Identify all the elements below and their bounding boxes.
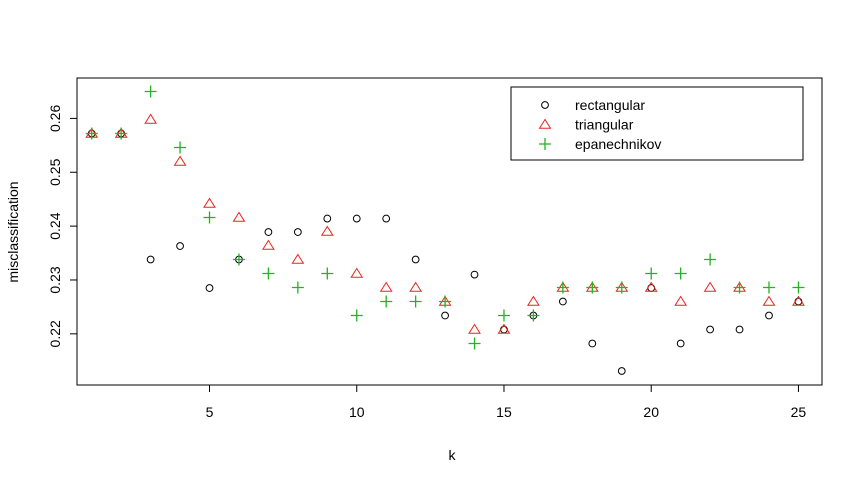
epanechnikov-point	[527, 309, 540, 322]
epanechnikov-point	[115, 127, 128, 140]
rectangular-point	[382, 214, 391, 223]
rectangular-point	[323, 214, 332, 223]
epanechnikov-point	[85, 127, 98, 140]
rectangular-point	[146, 255, 155, 264]
triangular-point	[379, 281, 393, 292]
rectangular-point	[794, 297, 803, 306]
x-axis-title: k	[449, 447, 457, 463]
triangular-point	[703, 281, 717, 292]
epanechnikov-point	[674, 267, 687, 280]
triangular-point	[350, 267, 364, 278]
epanechnikov-point	[350, 309, 363, 322]
triangular-point	[527, 295, 540, 306]
legend-label: rectangular	[575, 97, 645, 113]
x-axis: 5 10 15 20 25	[206, 384, 807, 420]
y-axis-title: misclassification	[5, 181, 21, 282]
y-tick-label: 0.25	[47, 158, 63, 185]
rectangular-point	[293, 228, 302, 236]
epanechnikov-point	[615, 281, 628, 294]
rectangular-point	[735, 325, 744, 334]
legend-circle-icon	[541, 101, 549, 109]
rectangular-point	[411, 255, 420, 264]
triangular-point	[261, 239, 275, 250]
triangular-point	[291, 253, 305, 264]
triangular-point	[762, 295, 776, 306]
epanechnikov-point	[380, 295, 393, 308]
rectangular-point	[500, 325, 508, 334]
triangular-point	[144, 113, 158, 124]
triangular-point	[203, 197, 216, 208]
series-epanechnikov	[85, 85, 805, 350]
legend-triangle-icon	[538, 118, 552, 129]
triangular-point	[409, 281, 423, 292]
rectangular-point	[706, 325, 715, 334]
epanechnikov-point	[556, 281, 569, 294]
triangular-point	[792, 295, 805, 306]
triangular-point	[497, 323, 511, 334]
x-tick-label: 20	[643, 404, 659, 420]
rectangular-point	[470, 270, 479, 279]
epanechnikov-point	[704, 253, 717, 266]
triangular-point	[674, 295, 688, 306]
rectangular-point	[765, 311, 773, 320]
y-tick-label: 0.26	[47, 105, 63, 132]
triangular-point	[644, 281, 658, 292]
legend-label: epanechnikov	[575, 136, 661, 152]
epanechnikov-point	[645, 267, 658, 280]
epanechnikov-point	[262, 267, 275, 280]
x-tick-label: 25	[791, 404, 807, 420]
epanechnikov-point	[144, 85, 157, 98]
epanechnikov-point	[762, 281, 775, 294]
epanechnikov-point	[174, 141, 187, 154]
epanechnikov-point	[468, 337, 481, 350]
x-tick-label: 5	[206, 404, 214, 420]
epanechnikov-point	[586, 281, 599, 294]
data-points	[85, 85, 805, 375]
epanechnikov-point	[232, 253, 245, 266]
epanechnikov-point	[409, 295, 422, 308]
legend-plus-icon	[539, 138, 551, 150]
rectangular-point	[617, 367, 626, 375]
rectangular-point	[352, 214, 361, 223]
rectangular-point	[264, 228, 273, 236]
rectangular-point	[441, 311, 449, 320]
epanechnikov-point	[733, 281, 746, 294]
epanechnikov-point	[792, 281, 805, 294]
legend: rectangular triangular epanechnikov	[510, 86, 804, 161]
triangular-point	[232, 211, 246, 222]
rectangular-point	[205, 284, 214, 292]
legend-box	[510, 86, 804, 161]
series-rectangular	[87, 129, 803, 375]
x-tick-label: 15	[496, 404, 512, 420]
rectangular-point	[176, 242, 184, 250]
epanechnikov-point	[321, 267, 334, 280]
epanechnikov-point	[203, 211, 216, 224]
rectangular-point	[558, 297, 567, 306]
x-tick-label: 10	[349, 404, 365, 420]
triangular-point	[173, 155, 187, 166]
epanechnikov-point	[439, 295, 452, 308]
rectangular-point	[588, 339, 597, 348]
epanechnikov-point	[291, 281, 304, 294]
y-tick-label: 0.22	[47, 320, 63, 347]
y-axis: 0.22 0.23 0.24 0.25 0.26	[47, 105, 78, 347]
epanechnikov-point	[497, 309, 510, 322]
triangular-point	[468, 323, 481, 334]
legend-label: triangular	[575, 117, 634, 133]
rectangular-point	[676, 339, 685, 348]
y-tick-label: 0.24	[47, 212, 63, 239]
triangular-point	[320, 225, 334, 236]
y-tick-label: 0.23	[47, 266, 63, 293]
